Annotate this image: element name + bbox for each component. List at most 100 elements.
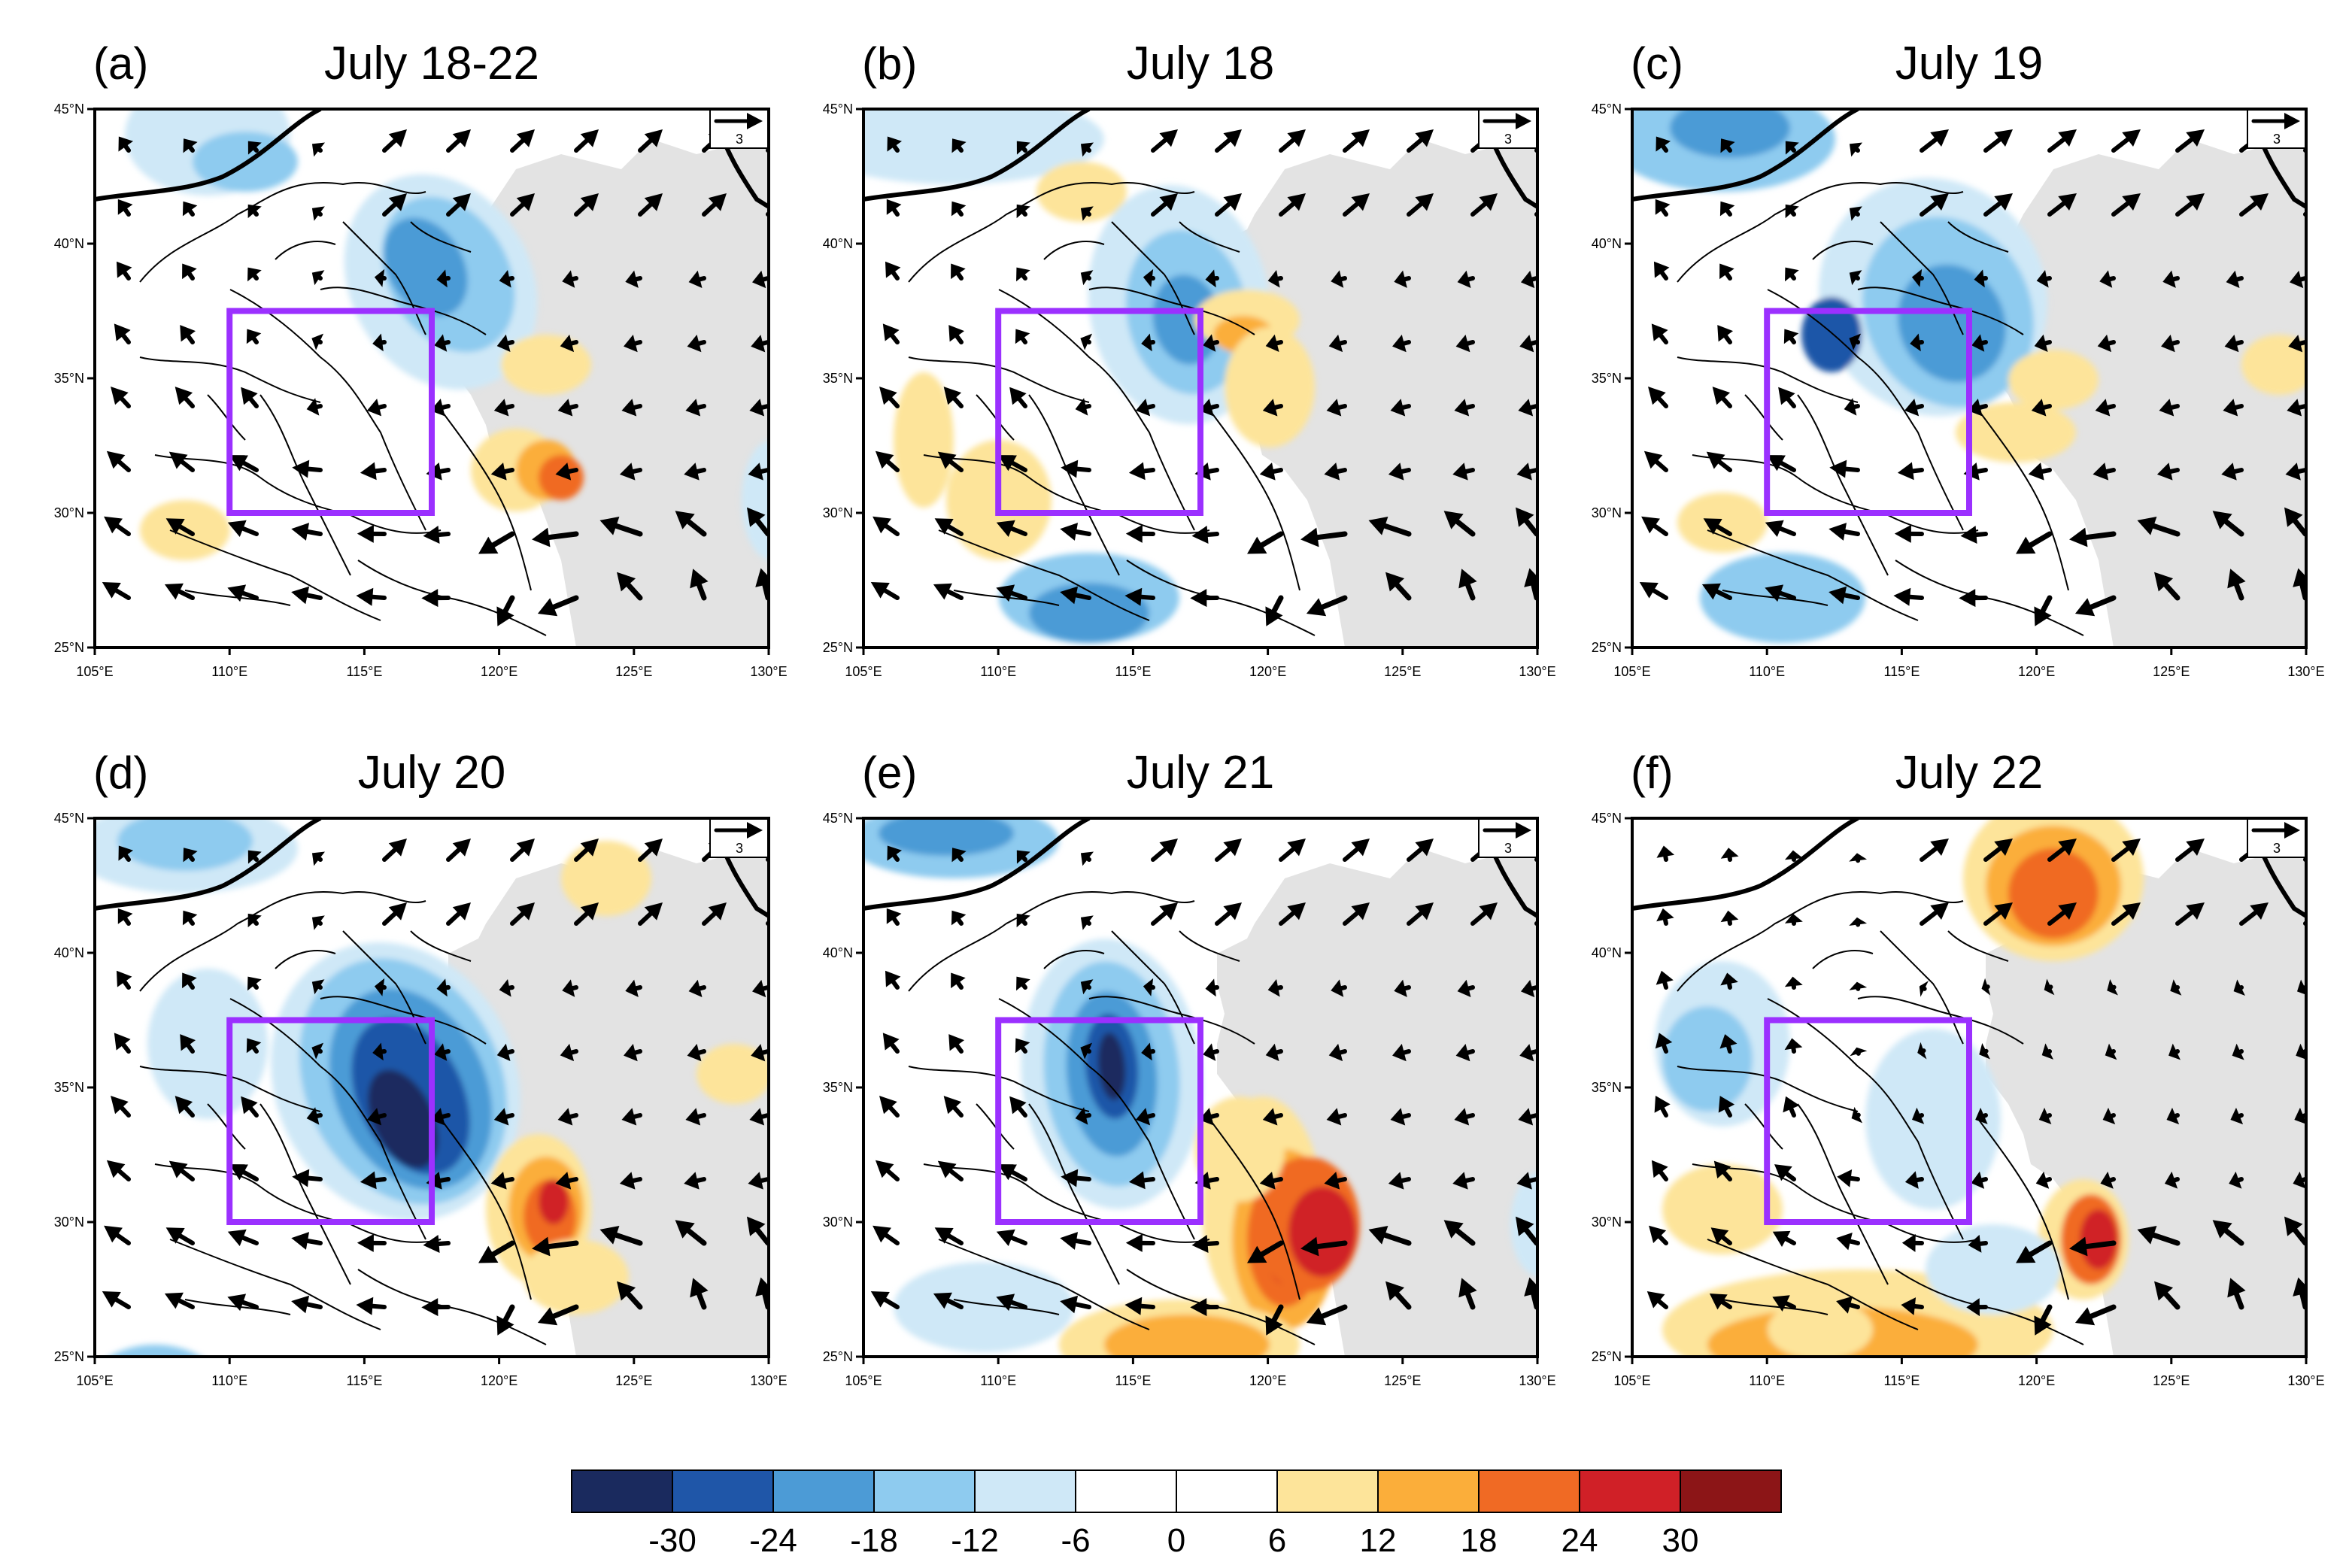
wind-vector	[1712, 387, 1732, 408]
lon-tick-label: 110°E	[1749, 664, 1785, 679]
wind-vector	[690, 1278, 709, 1310]
wind-vector	[246, 329, 262, 344]
wind-vector	[1648, 387, 1668, 408]
wind-vector	[2229, 1171, 2244, 1189]
wind-vector	[1720, 910, 1739, 926]
lat-tick-label: 30°N	[54, 505, 84, 520]
wind-vector	[241, 1096, 259, 1118]
wind-vector	[510, 193, 535, 217]
wind-vector	[357, 1233, 387, 1252]
wind-vector	[1215, 902, 1242, 926]
colorbar-label: -12	[951, 1522, 999, 1559]
wind-vector	[1343, 193, 1370, 217]
colorbar-label: 12	[1360, 1522, 1397, 1559]
wind-vector	[748, 463, 769, 481]
wind-vector	[1215, 193, 1242, 217]
lon-tick-label: 125°E	[1384, 664, 1421, 679]
wind-vector	[688, 270, 706, 288]
wind-vector	[690, 569, 709, 601]
lat-tick-label: 35°N	[823, 1080, 853, 1095]
wind-vector	[1772, 1230, 1796, 1247]
wind-vector	[117, 908, 133, 926]
wind-vector	[621, 399, 642, 417]
wind-vector	[182, 201, 198, 217]
wind-vector	[2161, 334, 2180, 353]
wind-vector	[2041, 1043, 2054, 1060]
lon-tick-label: 130°E	[2287, 1373, 2324, 1388]
wind-vector	[1983, 193, 2013, 217]
wind-vector	[2074, 595, 2117, 617]
wind-vector	[879, 1096, 900, 1118]
wind-vector	[1959, 589, 1988, 608]
lon-tick-label: 105°E	[1613, 1373, 1650, 1388]
wind-vector	[356, 1297, 387, 1315]
wind-vector	[1392, 1043, 1411, 1062]
wind-vector	[1328, 334, 1347, 353]
wind-vector	[1300, 527, 1348, 547]
wind-vector	[1394, 270, 1411, 288]
wind-vector	[1639, 582, 1668, 600]
province-borders	[1677, 890, 2084, 1345]
lat-tick-label: 30°N	[823, 505, 853, 520]
wind-vector	[1651, 1160, 1668, 1181]
wind-vector	[1135, 399, 1155, 417]
wind-vector	[291, 1232, 323, 1250]
wind-vector	[1343, 129, 1370, 153]
wind-vector	[1656, 136, 1671, 153]
wind-vector	[1454, 399, 1475, 417]
wind-vector	[1205, 978, 1219, 997]
wind-vector	[311, 270, 325, 286]
wind-vector	[2069, 1236, 2117, 1257]
wind-vector	[1326, 1108, 1347, 1126]
lat-tick-label: 30°N	[1592, 1215, 1622, 1230]
wind-vector	[1075, 398, 1091, 416]
wind-vector	[1920, 839, 1949, 862]
wind-vector	[1443, 1220, 1476, 1246]
wind-vector	[1720, 972, 1738, 990]
reference-vector-label: 3	[1504, 132, 1512, 147]
wind-vector	[180, 325, 196, 344]
wind-vector	[1849, 206, 1862, 221]
wind-vector	[1765, 520, 1796, 538]
wind-vector	[1656, 908, 1674, 926]
map-panel: (c) July 19 3 105°E 110°E 115°E 120°E 125°E 130°…	[1592, 38, 2325, 679]
wind-vector	[2164, 1171, 2180, 1189]
wind-vector	[685, 399, 706, 417]
wind-vector	[1767, 455, 1796, 472]
wind-vector	[1306, 1304, 1348, 1326]
panel-title: July 18-22	[324, 38, 539, 89]
wind-vector	[1128, 462, 1155, 481]
wind-vector	[933, 1292, 964, 1309]
wind-vector	[291, 1295, 323, 1314]
wind-vector	[1016, 850, 1030, 864]
wind-vector	[1706, 451, 1732, 472]
wind-vector	[1518, 399, 1537, 417]
wind-vector	[291, 586, 323, 605]
colorbar-label: -24	[749, 1522, 797, 1559]
wind-vector	[117, 199, 133, 217]
wind-vector	[306, 1107, 323, 1125]
wind-vector	[168, 451, 195, 472]
wind-vector	[557, 1108, 578, 1126]
wind-vector	[555, 463, 578, 481]
wind-vector	[1443, 511, 1476, 537]
wind-vector	[360, 1171, 387, 1190]
wind-vector	[360, 462, 387, 481]
wind-vector	[1259, 1172, 1283, 1190]
wind-vector	[951, 138, 967, 153]
wind-vector	[2303, 211, 2306, 217]
wind-vector	[229, 455, 259, 472]
wind-vector	[1778, 387, 1796, 408]
wind-vector	[1016, 267, 1030, 282]
wind-vector	[1785, 141, 1799, 155]
wind-vector	[2074, 1304, 2117, 1326]
wind-vector	[436, 269, 451, 288]
wind-vector	[702, 193, 727, 217]
wind-vector	[182, 972, 197, 990]
wind-vector	[1850, 1047, 1868, 1057]
wind-vector	[560, 334, 578, 353]
wind-vector	[1135, 1108, 1155, 1126]
wind-vector	[885, 261, 901, 281]
colorbar-swatch	[1276, 1469, 1379, 1513]
lon-tick-label: 105°E	[1613, 664, 1650, 679]
